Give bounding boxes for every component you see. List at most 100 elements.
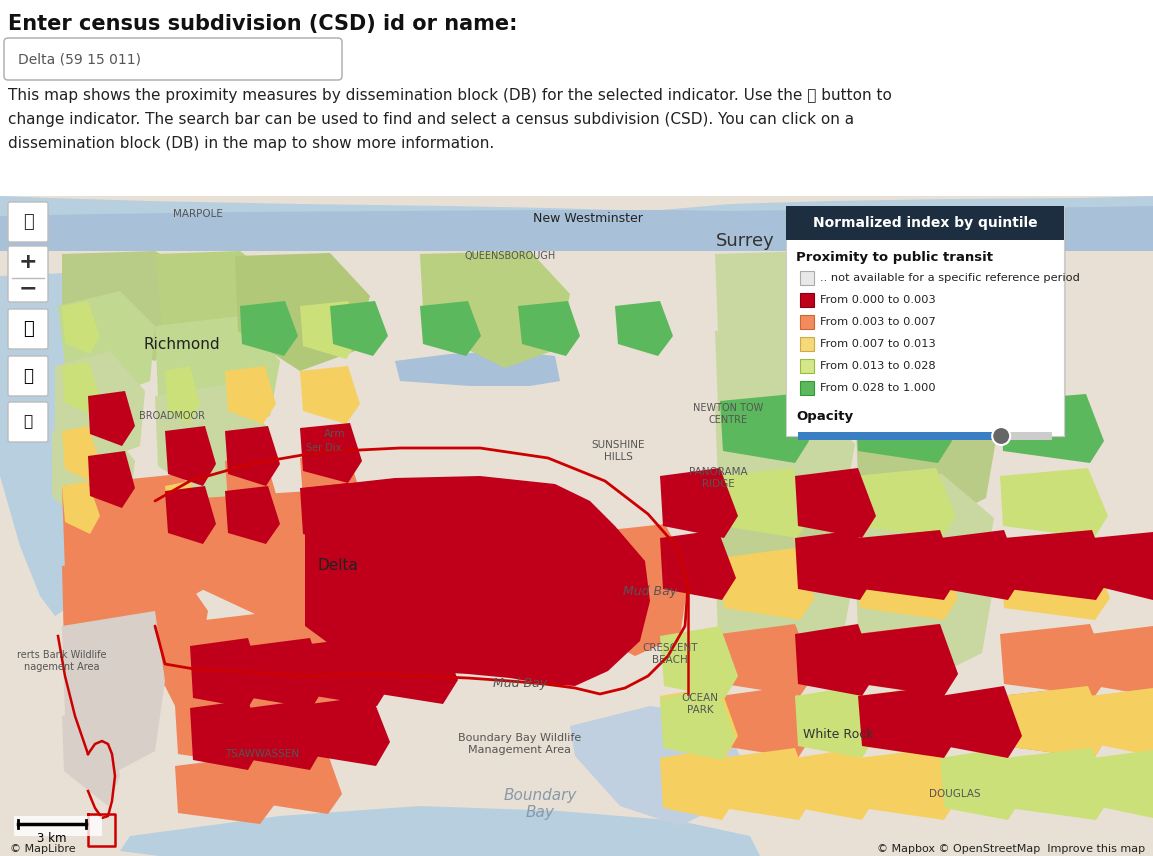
Bar — [800, 381, 814, 395]
Polygon shape — [190, 638, 262, 708]
Text: MARPOLE: MARPOLE — [173, 209, 223, 219]
Text: OCEAN
PARK: OCEAN PARK — [681, 693, 718, 715]
Polygon shape — [155, 251, 285, 361]
Circle shape — [993, 427, 1010, 445]
Polygon shape — [300, 366, 360, 424]
Polygon shape — [88, 391, 135, 446]
Text: From 0.003 to 0.007: From 0.003 to 0.007 — [820, 317, 936, 327]
Polygon shape — [310, 696, 390, 766]
Text: PANORAMA
RIDGE: PANORAMA RIDGE — [688, 467, 747, 489]
Text: Boundary
Bay: Boundary Bay — [504, 788, 576, 820]
Polygon shape — [719, 624, 815, 696]
Text: dissemination block (DB) in the map to show more information.: dissemination block (DB) in the map to s… — [8, 136, 495, 151]
Polygon shape — [155, 316, 280, 436]
Text: © MapLibre: © MapLibre — [10, 844, 76, 854]
Polygon shape — [62, 426, 100, 481]
Polygon shape — [330, 301, 389, 356]
Polygon shape — [719, 468, 811, 538]
FancyBboxPatch shape — [8, 246, 48, 302]
Text: 🗂: 🗂 — [23, 367, 33, 385]
Bar — [800, 337, 814, 351]
Polygon shape — [719, 548, 815, 620]
Polygon shape — [856, 551, 992, 676]
FancyBboxPatch shape — [3, 38, 342, 80]
Polygon shape — [570, 706, 740, 826]
Polygon shape — [1000, 548, 1110, 620]
Polygon shape — [0, 196, 1153, 251]
Polygon shape — [940, 530, 1022, 600]
Text: From 0.013 to 0.028: From 0.013 to 0.028 — [820, 361, 935, 371]
Polygon shape — [225, 456, 276, 514]
Polygon shape — [0, 206, 1153, 251]
Polygon shape — [796, 468, 876, 538]
Polygon shape — [1090, 688, 1153, 756]
Polygon shape — [555, 524, 689, 656]
Polygon shape — [1090, 626, 1153, 696]
Bar — [0, 196, 1153, 856]
Text: rerts Bank Wildlife
nagement Area: rerts Bank Wildlife nagement Area — [17, 651, 107, 672]
FancyBboxPatch shape — [8, 202, 48, 242]
Text: BROADMOOR: BROADMOOR — [140, 411, 205, 421]
Polygon shape — [235, 253, 370, 371]
Polygon shape — [55, 351, 145, 461]
Text: From 0.028 to 1.000: From 0.028 to 1.000 — [820, 383, 935, 393]
Text: Mud Bay: Mud Bay — [493, 677, 547, 691]
Text: Surrey: Surrey — [716, 232, 775, 250]
Polygon shape — [248, 638, 326, 708]
Polygon shape — [165, 486, 216, 544]
Text: Mud Bay: Mud Bay — [623, 585, 677, 597]
Text: Richmond: Richmond — [144, 336, 220, 352]
Polygon shape — [300, 423, 362, 483]
Text: −: − — [18, 278, 37, 298]
Polygon shape — [165, 366, 199, 424]
Polygon shape — [62, 251, 199, 361]
Polygon shape — [660, 688, 736, 760]
Polygon shape — [225, 366, 276, 424]
Polygon shape — [940, 686, 1022, 758]
Polygon shape — [300, 483, 360, 546]
Polygon shape — [1000, 686, 1108, 758]
Text: TSAWWASSEN: TSAWWASSEN — [225, 749, 299, 759]
Polygon shape — [88, 451, 135, 508]
Polygon shape — [420, 251, 570, 368]
Text: 3 km: 3 km — [37, 832, 67, 845]
Polygon shape — [310, 636, 392, 706]
Text: © Mapbox © OpenStreetMap  Improve this map: © Mapbox © OpenStreetMap Improve this ma… — [877, 844, 1145, 854]
Bar — [14, 816, 101, 836]
Polygon shape — [248, 700, 324, 770]
Text: New Westminster: New Westminster — [533, 211, 643, 224]
Polygon shape — [856, 396, 996, 521]
Polygon shape — [858, 624, 958, 696]
Bar — [800, 271, 814, 285]
Polygon shape — [796, 530, 874, 600]
Text: 📌: 📌 — [23, 414, 32, 430]
Text: Opacity: Opacity — [796, 409, 853, 423]
Polygon shape — [660, 686, 738, 758]
Polygon shape — [518, 301, 580, 356]
Polygon shape — [62, 556, 208, 691]
Polygon shape — [796, 686, 876, 758]
Polygon shape — [155, 384, 267, 504]
Text: change indicator. The search bar can be used to find and select a census subdivi: change indicator. The search bar can be … — [8, 112, 854, 127]
Text: ⛶: ⛶ — [23, 213, 33, 231]
Polygon shape — [858, 686, 958, 758]
Bar — [798, 432, 1001, 440]
Polygon shape — [58, 291, 155, 396]
Polygon shape — [1092, 750, 1153, 818]
Text: Enter census subdivision (CSD) id or name:: Enter census subdivision (CSD) id or nam… — [8, 14, 518, 34]
Bar — [1001, 432, 1052, 440]
Polygon shape — [940, 748, 1022, 820]
Bar — [800, 293, 814, 307]
Polygon shape — [715, 251, 860, 371]
Text: Normalized index by quintile: Normalized index by quintile — [813, 216, 1038, 230]
Polygon shape — [856, 394, 952, 463]
Polygon shape — [660, 626, 738, 698]
Text: +: + — [18, 252, 37, 272]
Polygon shape — [1004, 748, 1110, 820]
Polygon shape — [0, 271, 120, 616]
Polygon shape — [62, 611, 165, 776]
Bar — [786, 206, 1064, 240]
Polygon shape — [856, 624, 958, 696]
Text: DOUGLAS: DOUGLAS — [929, 789, 981, 799]
FancyBboxPatch shape — [8, 309, 48, 349]
